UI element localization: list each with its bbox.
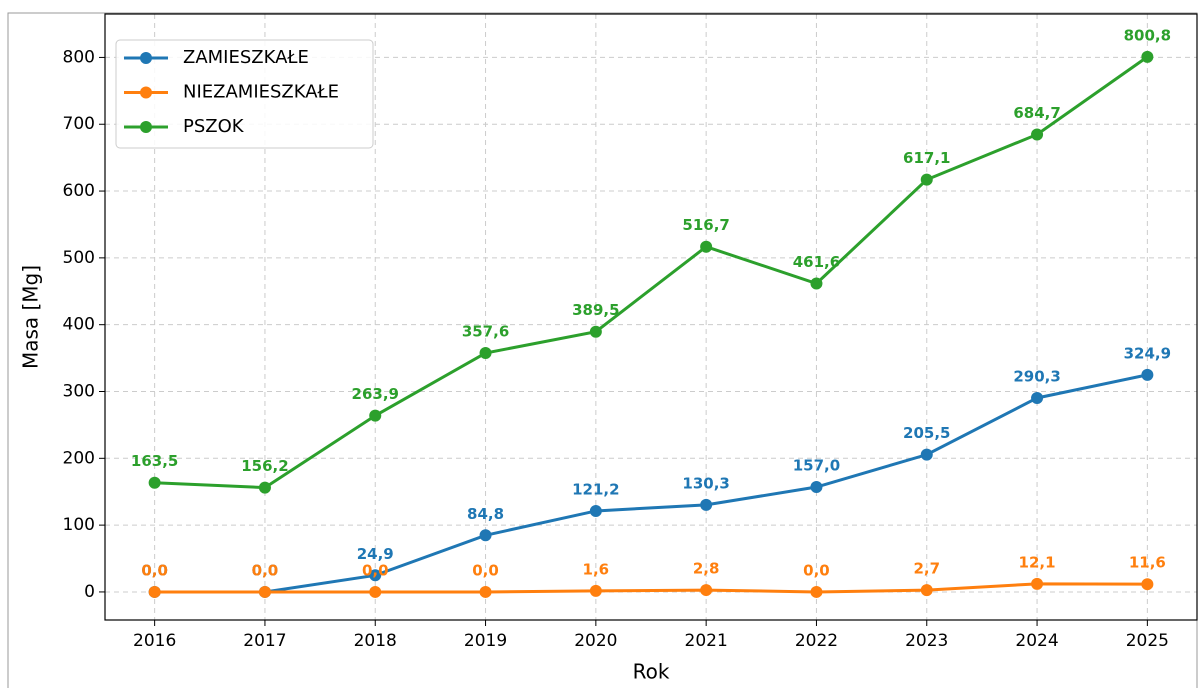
value-label: 2,7 [913,560,940,578]
data-point [258,585,271,598]
series-line [154,373,1148,594]
value-label: 0,0 [362,561,389,579]
data-point [920,448,933,461]
data-point [1141,368,1154,381]
value-label: 357,6 [462,323,509,341]
value-label: 263,9 [352,385,399,403]
data-point [479,529,492,542]
x-tick-label: 2021 [685,631,728,651]
legend-box [115,39,374,149]
data-point [1031,128,1044,141]
x-tick-label: 2023 [905,631,948,651]
value-label: 0,0 [252,561,279,579]
y-tick-label: 200 [63,448,95,468]
value-label: 389,5 [572,301,619,319]
data-point [700,584,713,597]
value-label: 0,0 [141,561,168,579]
series-line [154,582,1148,594]
y-tick-label: 700 [63,114,95,134]
data-point [1031,391,1044,404]
data-point [1141,578,1154,591]
y-tick-label: 400 [63,315,95,335]
y-tick-label: 100 [63,515,95,535]
data-point [369,409,382,422]
value-label: 11,6 [1129,554,1166,572]
data-point [920,584,933,597]
y-tick-label: 300 [63,381,95,401]
x-tick-label: 2018 [354,631,397,651]
x-tick-label: 2017 [243,631,286,651]
value-label: 0,0 [472,561,499,579]
data-point [589,504,602,517]
legend-label: ZAMIESZKAŁE [183,47,309,68]
value-label: 0,0 [803,561,830,579]
value-label: 163,5 [131,452,178,470]
value-label: 617,1 [903,149,950,167]
x-tick-label: 2016 [133,631,176,651]
legend-marker [140,121,152,133]
value-label: 684,7 [1013,104,1060,122]
value-label: 130,3 [682,474,729,492]
y-axis-label: Masa [Mg] [19,265,43,369]
x-tick-label: 2022 [795,631,838,651]
x-tick-label: 2025 [1126,631,1169,651]
value-label: 157,0 [793,457,840,475]
value-label: 324,9 [1124,344,1171,362]
data-point [700,240,713,253]
data-point [479,585,492,598]
data-point [920,173,933,186]
data-point [479,347,492,360]
data-point [258,481,271,494]
legend-marker [140,86,152,99]
data-point [589,325,602,338]
x-tick-label: 2019 [464,631,507,651]
data-point [369,585,382,598]
legend-label: NIEZAMIESZKAŁE [183,82,339,103]
plot-frame [104,13,1198,621]
data-point [700,498,713,511]
value-label: 84,8 [467,505,504,523]
x-tick-label: 2024 [1015,631,1058,651]
x-tick-label: 2020 [574,631,617,651]
value-label: 156,2 [241,457,288,475]
y-tick-label: 600 [63,181,95,201]
data-point [148,476,161,489]
value-label: 0,0 [252,561,279,579]
data-point [1031,577,1044,590]
series-line [154,55,1149,490]
legend-label: PSZOK [183,116,245,137]
value-label: 461,6 [793,253,840,271]
value-label: 0,0 [141,561,168,579]
data-point [810,277,823,290]
value-label: 516,7 [682,216,729,234]
value-label: 12,1 [1019,553,1056,571]
data-point [810,481,823,494]
value-label: 290,3 [1013,367,1060,385]
y-tick-label: 800 [63,47,95,67]
value-label: 205,5 [903,424,950,442]
data-point [369,569,382,582]
value-label: 800,8 [1124,26,1171,44]
value-label: 24,9 [357,545,394,563]
value-label: 2,8 [693,560,720,578]
data-point [1141,50,1154,63]
x-axis-label: Rok [633,660,670,684]
y-tick-label: 0 [84,582,95,602]
data-point [810,585,823,598]
legend-marker [140,52,152,64]
y-tick-label: 500 [63,248,95,268]
value-label: 1,6 [583,560,610,578]
value-label: 121,2 [572,480,619,498]
data-point [589,584,602,597]
data-point [148,585,161,598]
